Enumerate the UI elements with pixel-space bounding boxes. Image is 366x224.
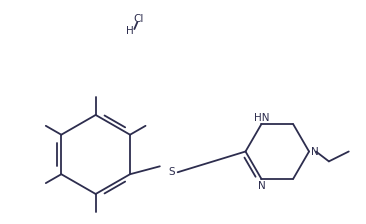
Text: N: N: [258, 181, 265, 191]
Text: Cl: Cl: [133, 14, 144, 24]
Text: S: S: [168, 167, 175, 177]
Text: N: N: [311, 146, 319, 157]
Text: HN: HN: [254, 113, 269, 123]
Text: H: H: [126, 26, 134, 36]
